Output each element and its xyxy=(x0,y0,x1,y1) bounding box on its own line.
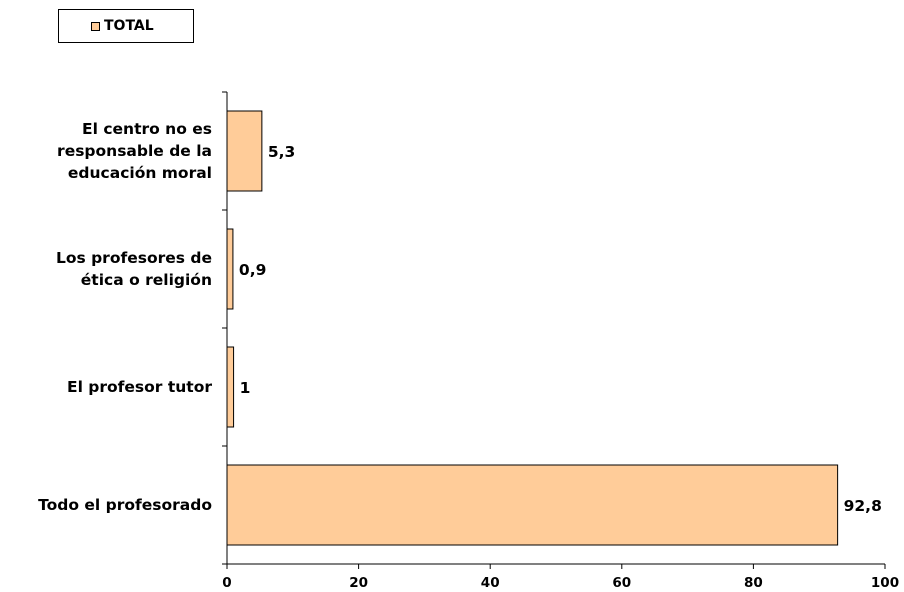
bar xyxy=(226,346,235,428)
legend: TOTAL xyxy=(58,9,194,43)
category-label: El profesor tutor xyxy=(67,378,212,396)
category-label: Los profesores de ética o religión xyxy=(56,249,212,289)
x-tick-label: 20 xyxy=(349,575,368,591)
x-tick-label: 80 xyxy=(744,575,763,591)
x-tick-label: 0 xyxy=(222,575,231,591)
category-label: El centro no es responsable de la educació… xyxy=(57,120,212,182)
data-label: 92,8 xyxy=(844,497,882,515)
legend-swatch xyxy=(91,22,100,31)
legend-label: TOTAL xyxy=(104,18,154,34)
bar xyxy=(226,464,839,546)
category-label-line: responsable de la xyxy=(57,142,212,160)
category-label-line: Todo el profesorado xyxy=(38,496,212,514)
category-label-line: El profesor tutor xyxy=(67,378,212,396)
category-label-line: ética o religión xyxy=(81,271,212,289)
category-label-line: educación moral xyxy=(68,164,212,182)
x-tick-label: 60 xyxy=(612,575,631,591)
data-label: 5,3 xyxy=(268,143,295,161)
data-label: 0,9 xyxy=(239,261,266,279)
x-tick-label: 40 xyxy=(481,575,500,591)
category-label-line: Los profesores de xyxy=(56,249,212,267)
data-label: 1 xyxy=(240,379,251,397)
bar xyxy=(226,228,234,310)
category-label: Todo el profesorado xyxy=(38,496,212,514)
category-label-line: El centro no es xyxy=(82,120,212,138)
bar xyxy=(226,110,263,192)
x-tick-label: 100 xyxy=(871,575,899,591)
